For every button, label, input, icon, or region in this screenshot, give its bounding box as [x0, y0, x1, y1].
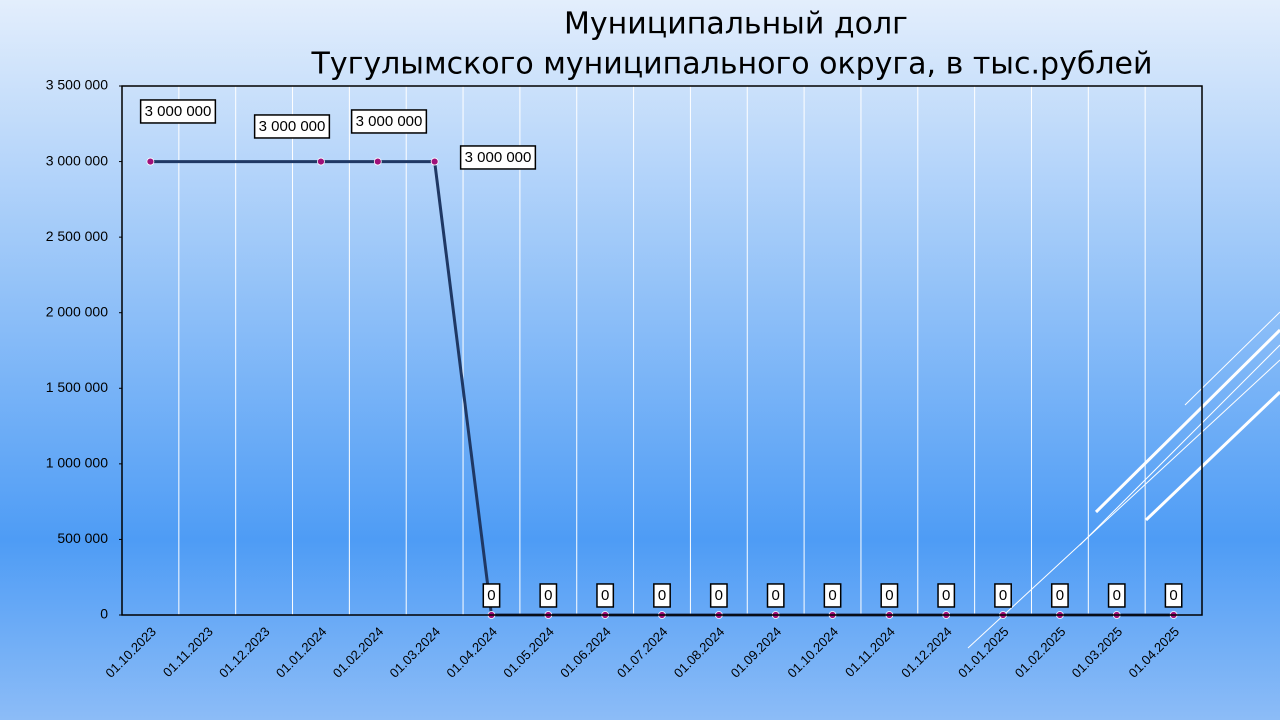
y-tick-label: 3 000 000: [46, 152, 108, 168]
data-label-box: [139, 99, 217, 124]
data-label-box: [459, 145, 537, 170]
data-label-box: [880, 583, 899, 608]
y-tick-label: 2 000 000: [46, 303, 108, 319]
data-label-box: [539, 583, 558, 608]
data-label: 0: [999, 587, 1007, 604]
data-label: 0: [658, 587, 666, 604]
data-label-box: [766, 583, 785, 608]
y-tick-label: 2 500 000: [46, 228, 108, 244]
data-label-box: [653, 583, 671, 608]
data-label-box: [350, 109, 428, 134]
marker: [146, 157, 155, 166]
data-label-box: [709, 583, 728, 608]
data-label: 0: [1056, 587, 1064, 604]
plot-frame: [121, 85, 1203, 616]
y-tick-label: 500 000: [57, 530, 108, 546]
data-label: 0: [885, 587, 893, 604]
data-label: 0: [544, 587, 552, 604]
data-label: 0: [942, 587, 950, 604]
data-label: 0: [772, 587, 780, 604]
marker: [317, 157, 325, 166]
data-label: 0: [715, 587, 723, 604]
data-label-box: [1164, 583, 1183, 608]
data-label-box: [994, 583, 1012, 608]
chart-title: Муниципальный долг: [564, 7, 908, 42]
data-label: 3 000 000: [356, 113, 423, 130]
data-label: 3 000 000: [465, 149, 532, 166]
data-label: 0: [601, 587, 609, 604]
marker: [373, 157, 382, 166]
data-label: 0: [487, 587, 495, 604]
y-tick-label: 1 000 000: [46, 455, 108, 471]
marker: [430, 157, 439, 166]
data-label: 0: [1169, 587, 1177, 604]
chart-title: Тугулымского муниципального округа, в ты…: [311, 47, 1153, 82]
data-label: 3 000 000: [259, 118, 326, 135]
data-label-box: [1107, 583, 1126, 608]
data-label-box: [1050, 583, 1069, 608]
y-tick-label: 3 500 000: [46, 77, 108, 93]
data-label-box: [823, 583, 842, 608]
data-label: 0: [828, 587, 836, 604]
data-label: 0: [1113, 587, 1121, 604]
line-segment: [433, 161, 493, 616]
y-tick-label: 1 500 000: [46, 379, 108, 395]
data-label: 3 000 000: [145, 103, 212, 120]
data-label-box: [253, 114, 331, 139]
decoration: [967, 311, 1280, 649]
y-tick-label: 0: [100, 606, 108, 622]
data-label-box: [482, 583, 501, 608]
data-label-box: [596, 583, 615, 608]
data-label-box: [937, 583, 956, 608]
